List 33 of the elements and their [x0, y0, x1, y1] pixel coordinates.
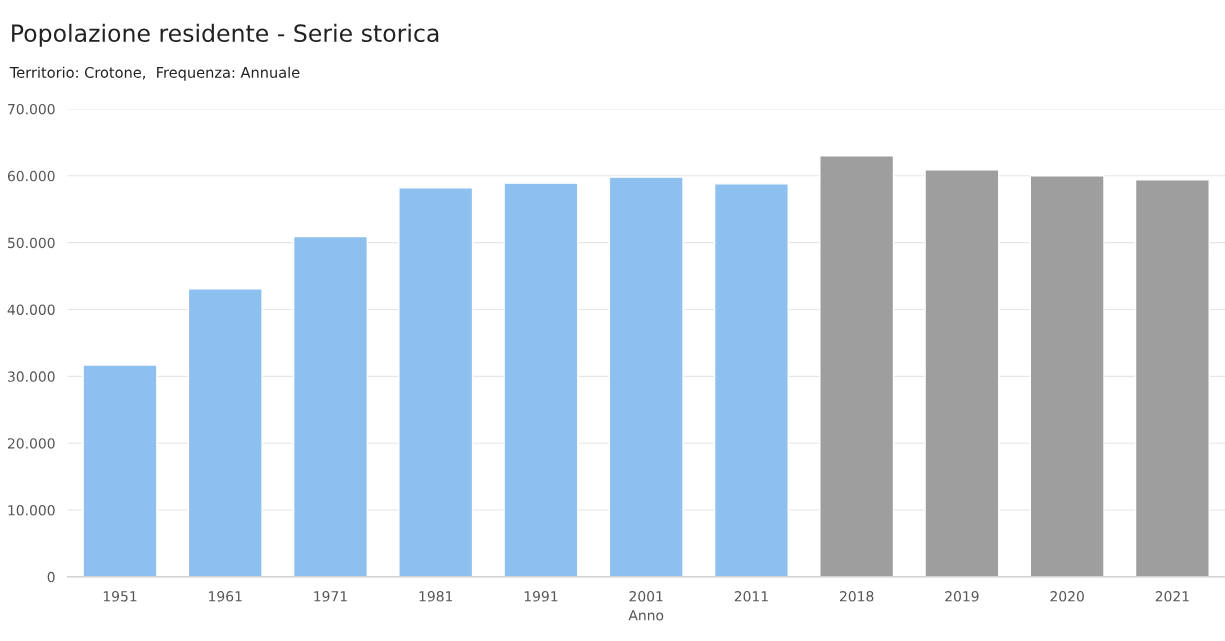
x-tick-label: 2019: [945, 591, 979, 602]
bar: [924, 169, 1000, 577]
bar: [1029, 175, 1105, 577]
bar: [292, 235, 369, 577]
y-tick-label: 50.000: [8, 237, 55, 249]
bar: [82, 364, 158, 577]
bar: [713, 183, 789, 577]
x-tick-label: 2011: [734, 591, 768, 602]
bar: [1134, 179, 1210, 577]
y-tick-label: 40.000: [7, 304, 55, 315]
y-tick-label: 20.000: [7, 438, 55, 449]
x-tick-label: 2018: [840, 591, 874, 602]
chart-subtitle: Territorio: Crotone, Frequenza: Annuale: [9, 66, 300, 81]
x-tick-label: 1991: [524, 591, 558, 602]
bar: [503, 182, 579, 577]
bar: [187, 288, 263, 577]
bar: [608, 176, 684, 577]
x-tick-label: 1971: [314, 591, 347, 602]
y-tick-label: 60.000: [7, 170, 55, 182]
bar: [819, 155, 895, 577]
x-tick-label: 2021: [1155, 591, 1189, 602]
y-tick-label: 70.000: [8, 103, 55, 115]
x-tick-label: 1981: [419, 591, 453, 602]
bar: [398, 187, 474, 577]
x-tick-label: 1951: [103, 591, 137, 602]
y-tick-label: 10.000: [8, 505, 55, 516]
y-tick-label: 30.000: [8, 371, 55, 382]
chart-title: Popolazione residente - Serie storica: [12, 23, 439, 47]
x-axis-title: Anno: [628, 610, 664, 621]
x-tick-label: 2020: [1050, 591, 1084, 602]
x-tick-label: 2001: [629, 591, 663, 602]
y-tick-label: 0: [47, 571, 55, 583]
x-tick-label: 1961: [209, 591, 242, 602]
